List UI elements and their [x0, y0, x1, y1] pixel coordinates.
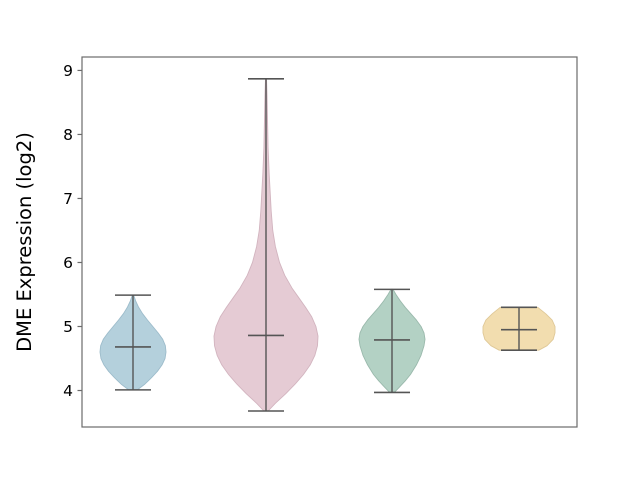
violin-group-3: [358, 288, 426, 394]
axes-frame: [81, 56, 578, 428]
y-axis-tick-label: 6: [63, 254, 73, 272]
y-axis-tick-label: 4: [63, 382, 73, 400]
y-axis-label: DME Expression (log2): [13, 132, 36, 352]
violin-group-4: [482, 306, 556, 351]
y-axis-tick-label: 9: [63, 62, 73, 80]
y-axis-tick-label: 7: [63, 190, 73, 208]
violin-group-1: [99, 294, 167, 391]
violin-group-2: [213, 77, 319, 412]
y-axis-tick-label: 5: [63, 318, 73, 336]
y-axis-tick-label: 8: [63, 126, 73, 144]
